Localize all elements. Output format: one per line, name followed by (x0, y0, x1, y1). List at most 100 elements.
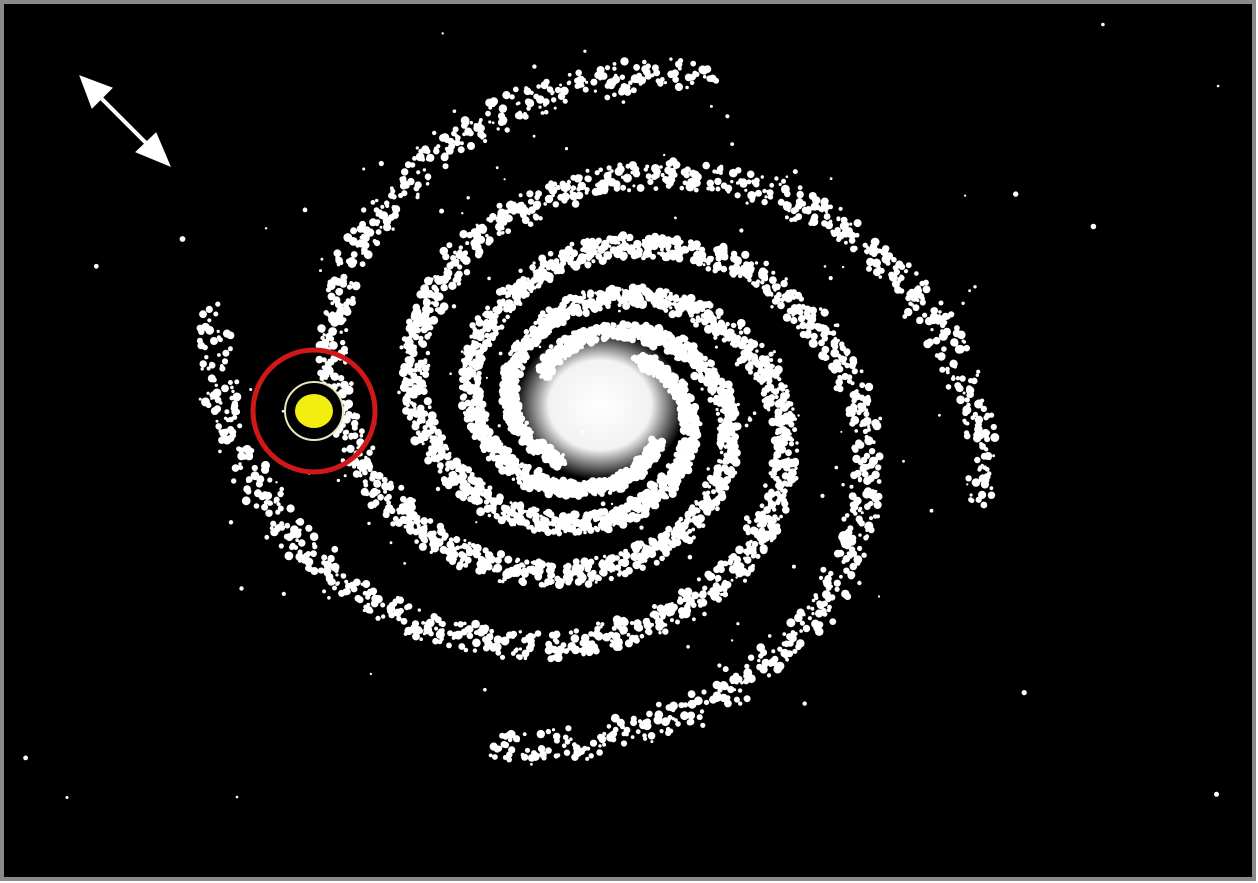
star (630, 621, 634, 625)
star (495, 288, 504, 296)
star (724, 380, 733, 390)
star (738, 273, 743, 279)
star (226, 331, 235, 340)
star (537, 563, 544, 570)
star (522, 564, 526, 568)
star (380, 602, 386, 608)
star (864, 503, 871, 511)
star (396, 615, 402, 622)
star (533, 93, 540, 100)
star (794, 448, 800, 453)
star (423, 524, 428, 528)
star (759, 342, 765, 349)
star (666, 300, 672, 307)
star (470, 404, 475, 409)
star (862, 428, 869, 434)
star (507, 737, 513, 743)
star (706, 261, 711, 266)
star (482, 547, 489, 554)
star (536, 729, 545, 739)
star (432, 637, 439, 645)
star (467, 541, 472, 546)
star (530, 561, 534, 564)
star (514, 647, 519, 652)
star (222, 349, 230, 357)
star (799, 321, 807, 330)
star (340, 380, 349, 390)
star (674, 718, 678, 722)
star (505, 294, 509, 299)
star (458, 643, 466, 650)
star (756, 522, 762, 528)
star (580, 557, 589, 566)
star (338, 389, 346, 396)
star (715, 596, 722, 603)
star (216, 329, 220, 333)
star (574, 261, 578, 265)
star (658, 538, 664, 544)
star (731, 460, 735, 464)
star (569, 241, 575, 247)
star (704, 570, 713, 579)
star (684, 73, 693, 82)
star (626, 632, 631, 637)
star (799, 330, 807, 339)
star (385, 493, 392, 500)
star (598, 744, 602, 748)
star (707, 302, 714, 309)
star (776, 483, 784, 491)
star (553, 753, 559, 759)
star (646, 710, 653, 718)
star (418, 156, 424, 161)
star (588, 577, 593, 582)
star (726, 449, 731, 454)
star (777, 646, 783, 652)
star (494, 556, 502, 564)
star (657, 326, 664, 332)
star (458, 551, 466, 559)
star (850, 392, 854, 396)
star (387, 607, 394, 615)
star (551, 97, 557, 103)
star (810, 606, 815, 611)
star (611, 625, 617, 631)
star (518, 370, 524, 375)
star (383, 223, 392, 232)
star (769, 276, 777, 284)
star (866, 427, 871, 432)
star (809, 339, 818, 348)
star (553, 737, 560, 744)
star (411, 628, 417, 634)
star (727, 440, 735, 448)
star (498, 104, 508, 113)
star (391, 211, 399, 219)
star (511, 461, 518, 468)
star (420, 517, 429, 525)
star (827, 604, 832, 610)
star (298, 528, 302, 532)
star (569, 737, 573, 741)
star (370, 220, 375, 224)
star (649, 611, 656, 618)
star (565, 246, 574, 255)
star (555, 263, 565, 273)
star (844, 362, 850, 369)
star (764, 284, 771, 291)
star (718, 328, 724, 333)
star (474, 416, 484, 425)
star (566, 647, 571, 651)
star (668, 540, 678, 549)
star (557, 304, 566, 314)
star (626, 233, 634, 242)
star (329, 341, 338, 350)
star (868, 448, 876, 455)
star (406, 511, 414, 519)
star (641, 240, 650, 249)
star (720, 682, 729, 691)
star (678, 346, 685, 353)
star (802, 624, 811, 633)
star (363, 482, 369, 488)
star (217, 353, 221, 357)
star (210, 337, 218, 345)
star (693, 307, 700, 314)
